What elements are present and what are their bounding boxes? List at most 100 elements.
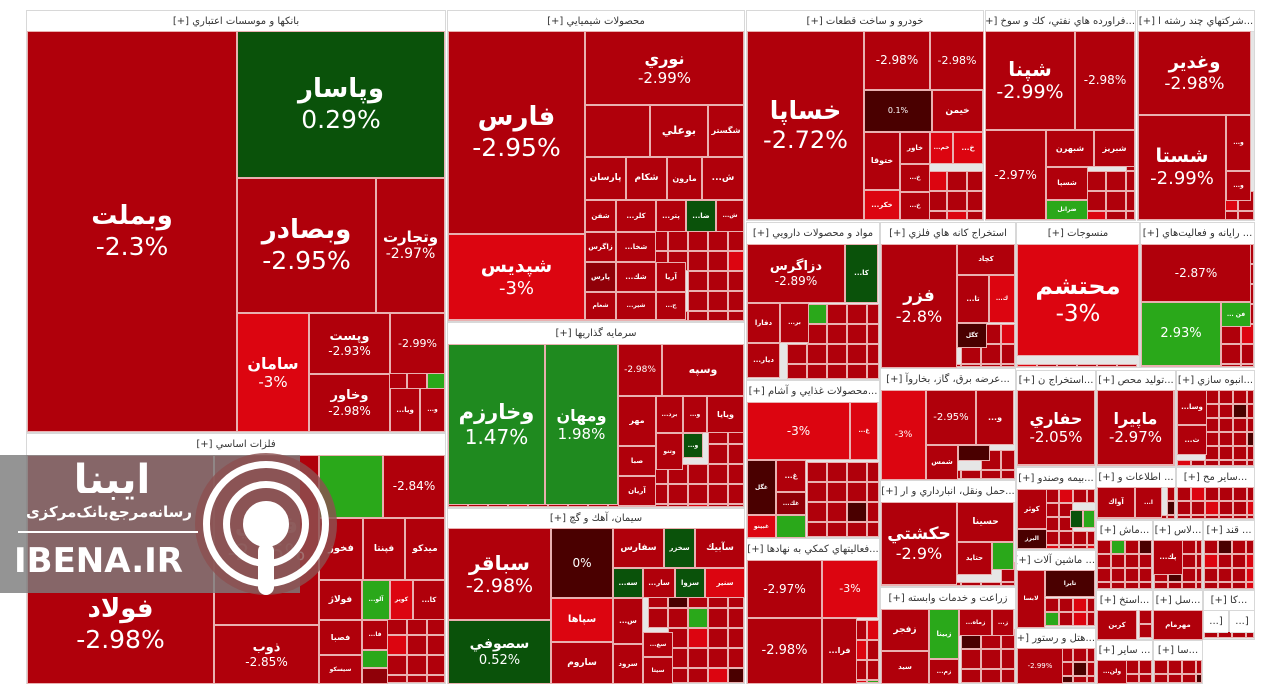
stock-tile-small[interactable]	[708, 628, 728, 648]
stock-tile-small[interactable]	[708, 251, 728, 271]
sector-header[interactable]: ...محصولات غذايي و آشام [+]	[747, 381, 879, 403]
stock-tile-small[interactable]	[1196, 582, 1202, 589]
stock-tile-small[interactable]	[1233, 515, 1247, 519]
stock-tile-small[interactable]	[1241, 324, 1254, 344]
stock-tile[interactable]: غگل	[747, 460, 776, 515]
stock-tile-small[interactable]	[1247, 487, 1254, 501]
stock-tile[interactable]: وبصادر -2.95%	[237, 178, 376, 313]
stock-tile[interactable]: سخزر	[664, 528, 695, 568]
stock-tile-small[interactable]	[688, 464, 708, 484]
stock-tile-small[interactable]	[728, 271, 744, 291]
stock-tile[interactable]: زبينا	[929, 609, 959, 659]
stock-tile-small[interactable]	[847, 482, 867, 502]
stock-tile-small[interactable]	[1177, 501, 1191, 515]
stock-tile-small[interactable]	[668, 608, 688, 628]
stock-tile[interactable]: البرز	[1017, 529, 1047, 549]
stock-tile-small[interactable]	[827, 462, 847, 482]
stock-tile-small[interactable]	[1219, 418, 1233, 432]
stock-tile[interactable]: ...سار	[643, 568, 675, 598]
stock-tile-small[interactable]	[1073, 676, 1087, 683]
stock-tile[interactable]: شستا -2.99%	[1138, 115, 1226, 220]
stock-tile[interactable]: سباقر -2.98%	[448, 528, 551, 620]
stock-tile-small[interactable]	[1125, 540, 1139, 554]
stock-tile[interactable]	[585, 105, 650, 157]
stock-tile-small[interactable]	[1059, 612, 1073, 626]
stock-tile-small[interactable]	[1219, 404, 1233, 418]
stock-tile-small[interactable]	[827, 324, 847, 344]
stock-tile-small[interactable]	[981, 344, 1001, 364]
stock-tile-small[interactable]	[961, 470, 981, 479]
stock-tile-small[interactable]	[1045, 545, 1059, 549]
stock-tile[interactable]: ...برد	[656, 396, 683, 433]
stock-tile-small[interactable]	[1196, 540, 1202, 554]
stock-tile-small[interactable]	[1106, 171, 1126, 191]
stock-tile[interactable]: مارون	[667, 157, 702, 200]
stock-tile[interactable]: زفجر	[881, 609, 929, 651]
stock-tile-small[interactable]	[981, 582, 1001, 586]
stock-tile[interactable]: كوثر	[1017, 489, 1047, 529]
stock-tile-small[interactable]	[1087, 648, 1095, 662]
stock-tile-small[interactable]	[1087, 676, 1095, 683]
stock-tile-small[interactable]	[1087, 489, 1095, 503]
stock-tile[interactable]: دزاگرس -2.89%	[747, 244, 845, 303]
stock-tile-small[interactable]	[688, 251, 708, 271]
sector-header[interactable]: ...كا [+]	[1204, 591, 1254, 611]
stock-tile[interactable]: كوير	[390, 580, 413, 620]
stock-tile-small[interactable]	[1117, 364, 1137, 367]
stock-tile-small[interactable]	[407, 635, 427, 655]
stock-tile-small[interactable]	[1125, 660, 1139, 674]
stock-tile-small[interactable]	[708, 464, 728, 484]
stock-tile-small[interactable]	[688, 291, 708, 311]
stock-tile[interactable]: ...ز	[992, 609, 1014, 636]
stock-tile[interactable]: پارسان	[585, 157, 626, 200]
stock-tile-small[interactable]	[1182, 674, 1196, 683]
stock-tile-small[interactable]	[1205, 515, 1219, 519]
stock-tile[interactable]: ...كا	[845, 244, 878, 303]
stock-tile[interactable]: سپاها	[551, 598, 613, 642]
stock-tile[interactable]: ...تا	[957, 275, 989, 323]
stock-tile-small[interactable]	[867, 462, 879, 482]
stock-tile-small[interactable]	[1139, 568, 1152, 582]
stock-tile-small[interactable]	[1086, 191, 1106, 211]
stock-tile-small[interactable]	[807, 324, 827, 344]
stock-tile-small[interactable]	[1139, 582, 1152, 589]
stock-tile-small[interactable]	[981, 669, 1001, 683]
stock-tile-small[interactable]	[1086, 211, 1106, 220]
stock-tile[interactable]	[958, 445, 990, 461]
stock-tile-small[interactable]	[688, 231, 708, 251]
stock-tile-small[interactable]	[1205, 446, 1219, 460]
stock-tile[interactable]: شكام	[626, 157, 667, 200]
stock-tile-small[interactable]	[1219, 446, 1233, 460]
stock-tile-small[interactable]	[1232, 540, 1246, 554]
stock-tile-small[interactable]	[1045, 503, 1059, 517]
stock-tile[interactable]: ...سه	[613, 568, 643, 598]
stock-tile-small[interactable]	[1247, 432, 1254, 446]
sector-header[interactable]: ...هتل و رستور [+]	[1017, 629, 1095, 649]
stock-tile-small[interactable]	[1001, 364, 1015, 367]
stock-tile-small[interactable]	[728, 444, 744, 464]
stock-tile[interactable]: وغدير -2.98%	[1138, 31, 1251, 115]
stock-tile-small[interactable]	[1168, 674, 1182, 683]
sector-header[interactable]: [...	[1230, 611, 1254, 633]
stock-tile-small[interactable]	[1246, 554, 1254, 568]
sector-header[interactable]: استخراج كانه هاي فلزي [+]	[881, 223, 1015, 245]
stock-tile-small[interactable]	[1087, 545, 1095, 549]
stock-tile-small[interactable]	[1126, 211, 1135, 220]
stock-tile-small[interactable]	[1001, 582, 1015, 586]
stock-tile[interactable]: وخاور -2.98%	[309, 374, 390, 432]
sector-header[interactable]: ...فعاليتهاي كمكي به نهادها [+]	[747, 539, 879, 561]
stock-tile-small[interactable]	[1154, 582, 1168, 589]
stock-tile-small[interactable]	[1097, 568, 1111, 582]
stock-tile-small[interactable]	[867, 364, 879, 379]
stock-tile[interactable]: 0%	[551, 528, 613, 598]
stock-tile[interactable]: ...ش	[716, 200, 744, 232]
stock-tile[interactable]: 2.93%	[1141, 302, 1221, 366]
stock-tile-small[interactable]	[1087, 531, 1095, 545]
stock-tile-small[interactable]	[1233, 418, 1247, 432]
stock-tile-small[interactable]	[1247, 418, 1254, 432]
stock-tile-small[interactable]	[1177, 515, 1191, 519]
stock-tile-small[interactable]	[1097, 582, 1111, 589]
stock-tile-small[interactable]	[827, 502, 847, 522]
stock-tile-small[interactable]	[847, 502, 867, 522]
stock-tile[interactable]: ...ولن	[1097, 660, 1127, 684]
